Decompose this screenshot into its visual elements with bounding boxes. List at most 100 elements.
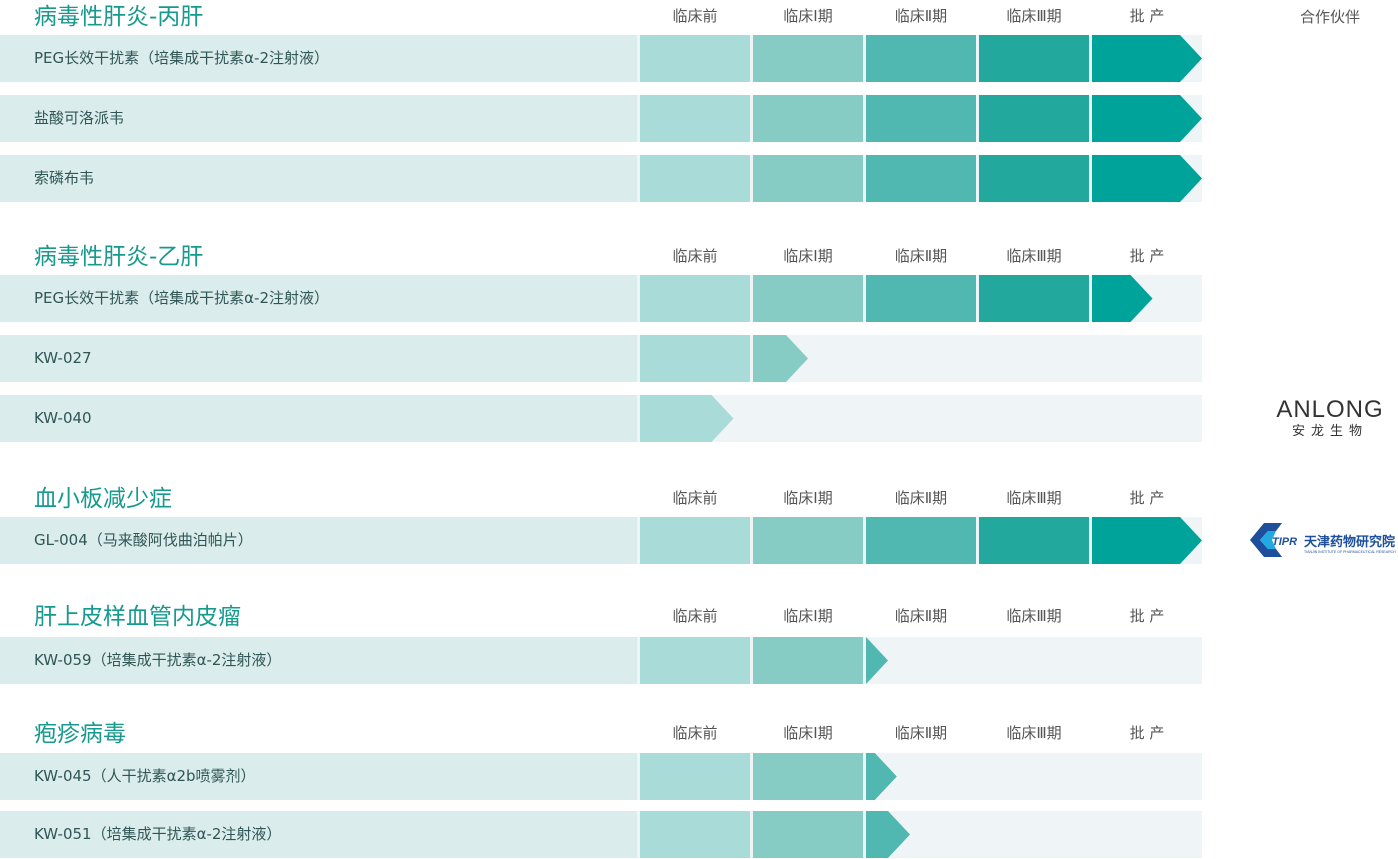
tipr-logo-shape (1250, 523, 1282, 557)
progress-segment (753, 275, 863, 322)
pipeline-row: GL-004（马来酸阿伐曲泊帕片） (0, 517, 1202, 564)
drug-name: 索磷布韦 (34, 169, 95, 187)
stage-header: 批 产 (1129, 247, 1165, 265)
stage-header: 临床Ⅰ期 (783, 7, 833, 25)
progress-segment (640, 637, 750, 684)
pipeline-row: 盐酸可洛派韦 (0, 95, 1202, 142)
section-title: 肝上皮样血管内皮瘤 (34, 604, 241, 630)
stage-header: 临床前 (672, 7, 718, 25)
progress-segment (753, 155, 863, 202)
progress-segment (640, 517, 750, 564)
stage-header: 批 产 (1129, 724, 1165, 742)
progress-segment (640, 35, 750, 82)
stage-header: 临床Ⅰ期 (783, 724, 833, 742)
progress-segment (640, 335, 750, 382)
progress-segment (640, 753, 750, 800)
stage-header: 临床Ⅱ期 (894, 247, 948, 265)
progress-segment (1092, 155, 1202, 202)
progress-segment (979, 517, 1089, 564)
anlong-logo-subtitle: 安龙生物 (1291, 424, 1368, 439)
progress-segment (866, 637, 888, 684)
row-label: KW-040 (0, 395, 637, 442)
stage-header: 临床Ⅲ期 (1006, 247, 1062, 265)
pipeline-row: PEG长效干扰素（培集成干扰素α-2注射液） (0, 275, 1202, 322)
progress-segment (1092, 35, 1202, 82)
progress-segment (753, 811, 863, 858)
drug-name: KW-059（培集成干扰素α-2注射液） (34, 651, 282, 669)
pipeline-row: PEG长效干扰素（培集成干扰素α-2注射液） (0, 35, 1202, 82)
progress-segment (753, 637, 863, 684)
progress-segment (640, 155, 750, 202)
progress-segment (640, 811, 750, 858)
drug-name: KW-027 (34, 349, 92, 367)
stage-header: 临床Ⅱ期 (894, 7, 948, 25)
pipeline-row: KW-045（人干扰素α2b喷雾剂） (0, 753, 1202, 800)
stage-header: 批 产 (1129, 607, 1165, 625)
row-label: 索磷布韦 (0, 155, 637, 202)
pipeline-row: KW-027 (0, 335, 1202, 382)
pipeline-row: KW-040 (0, 395, 1202, 442)
drug-name: GL-004（马来酸阿伐曲泊帕片） (34, 531, 253, 549)
progress-segment (640, 395, 734, 442)
stage-header: 临床Ⅲ期 (1006, 724, 1062, 742)
stage-header: 临床Ⅰ期 (783, 489, 833, 507)
drug-name: PEG长效干扰素（培集成干扰素α-2注射液） (34, 49, 329, 67)
progress-segment (866, 517, 976, 564)
pipeline-row: KW-051（培集成干扰素α-2注射液） (0, 811, 1202, 858)
stage-header: 临床前 (672, 489, 718, 507)
progress-segment (866, 155, 976, 202)
tipr-logo-caption: TIANJIN INSTITUTE OF PHARMACEUTICAL RESE… (1304, 550, 1396, 554)
section-title: 病毒性肝炎-乙肝 (34, 244, 204, 270)
progress-segment (753, 335, 808, 382)
stage-header: 临床Ⅲ期 (1006, 489, 1062, 507)
stage-header: 临床Ⅱ期 (894, 607, 948, 625)
anlong-logo-name: ANLONG (1276, 396, 1384, 423)
stage-header: 临床Ⅰ期 (783, 607, 833, 625)
partner-logo: ANLONG 安龙生物 (1268, 397, 1392, 441)
tipr-logo-name: TIPR (1272, 536, 1297, 548)
row-label: KW-045（人干扰素α2b喷雾剂） (0, 753, 637, 800)
progress-segment (1092, 95, 1202, 142)
stage-header: 临床前 (672, 724, 718, 742)
row-label: KW-027 (0, 335, 637, 382)
progress-segment (753, 753, 863, 800)
progress-segment (866, 275, 976, 322)
stage-header: 临床Ⅲ期 (1006, 607, 1062, 625)
tipr-logo-subtitle: 天津药物研究院 (1304, 534, 1395, 550)
pipeline-row: 索磷布韦 (0, 155, 1202, 202)
progress-segment (979, 95, 1089, 142)
row-label: 盐酸可洛派韦 (0, 95, 637, 142)
section-title: 血小板减少症 (34, 486, 172, 512)
drug-name: PEG长效干扰素（培集成干扰素α-2注射液） (34, 289, 329, 307)
row-label: KW-059（培集成干扰素α-2注射液） (0, 637, 637, 684)
progress-segment (753, 35, 863, 82)
section-title: 疱疹病毒 (34, 721, 126, 747)
drug-name: KW-051（培集成干扰素α-2注射液） (34, 825, 282, 843)
stage-header: 临床Ⅱ期 (894, 489, 948, 507)
progress-segment (753, 95, 863, 142)
row-label: PEG长效干扰素（培集成干扰素α-2注射液） (0, 275, 637, 322)
stage-header: 临床Ⅰ期 (783, 247, 833, 265)
progress-segment (753, 517, 863, 564)
progress-segment (1092, 275, 1153, 322)
row-label: KW-051（培集成干扰素α-2注射液） (0, 811, 637, 858)
drug-name: 盐酸可洛派韦 (34, 109, 125, 127)
progress-segment (640, 95, 750, 142)
partner-header: 合作伙伴 (1300, 8, 1361, 26)
progress-segment (866, 95, 976, 142)
progress-segment (1092, 517, 1202, 564)
progress-segment (866, 35, 976, 82)
tipr-logo-inner (1260, 531, 1276, 549)
section-title: 病毒性肝炎-丙肝 (34, 4, 204, 30)
stage-header: 临床前 (672, 607, 718, 625)
partner-logo: TIPR 天津药物研究院 TIANJIN INSTITUTE OF PHARMACE… (1248, 517, 1398, 567)
row-label: PEG长效干扰素（培集成干扰素α-2注射液） (0, 35, 637, 82)
pipeline-row: KW-059（培集成干扰素α-2注射液） (0, 637, 1202, 684)
progress-segment (979, 35, 1089, 82)
stage-header: 临床前 (672, 247, 718, 265)
stage-header: 批 产 (1129, 7, 1165, 25)
progress-segment (640, 275, 750, 322)
row-label: GL-004（马来酸阿伐曲泊帕片） (0, 517, 637, 564)
